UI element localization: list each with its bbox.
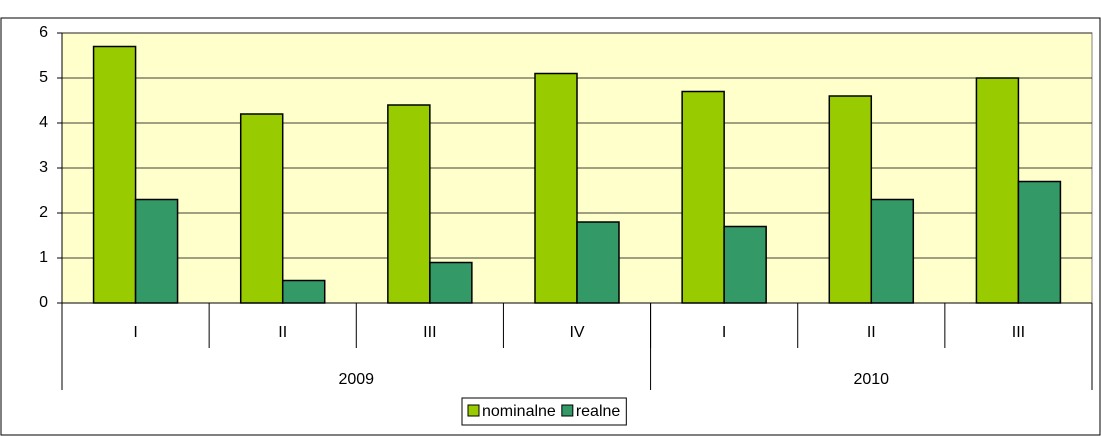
y-tick-label: 3 [39, 159, 48, 176]
y-tick-label: 4 [39, 114, 48, 131]
x-tick-label: III [1012, 324, 1025, 341]
bar [681, 90, 725, 304]
legend-label: realne [576, 403, 621, 420]
bar [387, 104, 431, 304]
bar [92, 45, 137, 304]
legend-swatch [561, 404, 574, 417]
bar [281, 279, 326, 304]
y-tick-label: 5 [39, 69, 48, 86]
x-tick-label: III [423, 324, 436, 341]
bar [1017, 180, 1062, 304]
y-tick-label: 0 [39, 294, 48, 311]
x-tick-label: II [278, 324, 287, 341]
bar [239, 113, 284, 304]
x-tick-label: I [133, 324, 137, 341]
bar [975, 77, 1020, 304]
group-label: 2010 [853, 371, 889, 388]
y-tick-label: 1 [39, 249, 48, 266]
bar [723, 225, 767, 304]
bar [828, 95, 873, 304]
legend-swatch [467, 404, 480, 417]
bar [134, 198, 179, 304]
y-tick-label: 6 [39, 24, 48, 41]
legend-box [461, 397, 627, 426]
x-tick-label: II [867, 324, 876, 341]
bar [870, 198, 915, 304]
bar [534, 72, 578, 304]
x-tick-label: I [722, 324, 726, 341]
bar [429, 261, 473, 304]
bar [576, 221, 620, 304]
legend-label: nominalne [482, 403, 556, 420]
y-tick-label: 2 [39, 204, 48, 221]
group-label: 2009 [338, 371, 374, 388]
x-tick-label: IV [569, 324, 584, 341]
